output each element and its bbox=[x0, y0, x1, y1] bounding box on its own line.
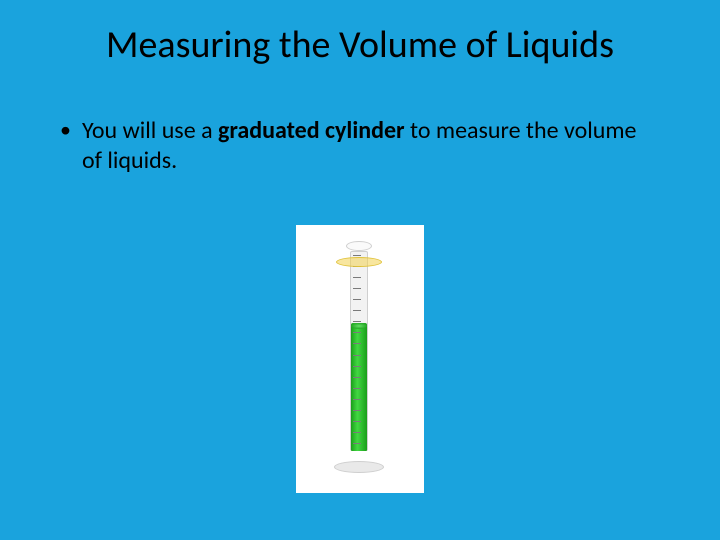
cylinder-tick bbox=[353, 332, 361, 333]
bullet-text-pre: You will use a bbox=[82, 116, 218, 145]
cylinder-tick bbox=[353, 277, 361, 278]
cylinder-tick bbox=[353, 355, 361, 356]
cylinder-base bbox=[334, 461, 384, 473]
bullet-item: • You will use a graduated cylinder to m… bbox=[60, 116, 660, 176]
cylinder-tick bbox=[353, 366, 361, 367]
slide-title: Measuring the Volume of Liquids bbox=[0, 0, 720, 68]
cylinder-tick bbox=[353, 377, 361, 378]
bullet-text-bold: graduated cylinder bbox=[218, 116, 405, 145]
cylinder-tick bbox=[353, 432, 361, 433]
cylinder-tick bbox=[353, 421, 361, 422]
cylinder-tick bbox=[353, 255, 361, 256]
graduated-cylinder-icon bbox=[346, 235, 372, 473]
cylinder-tick bbox=[353, 310, 361, 311]
cylinder-tick bbox=[353, 299, 361, 300]
cylinder-graduations bbox=[351, 255, 367, 447]
cylinder-tick bbox=[353, 399, 361, 400]
cylinder-tick bbox=[353, 388, 361, 389]
cylinder-tick bbox=[353, 321, 361, 322]
cylinder-tick bbox=[353, 443, 361, 444]
cylinder-tick bbox=[353, 410, 361, 411]
bullet-marker: • bbox=[60, 116, 82, 144]
graduated-cylinder-image bbox=[296, 225, 424, 493]
cylinder-tick bbox=[353, 288, 361, 289]
bullet-text: You will use a graduated cylinder to mea… bbox=[82, 116, 660, 176]
bullet-list: • You will use a graduated cylinder to m… bbox=[0, 68, 720, 176]
cylinder-top-rim bbox=[346, 241, 372, 251]
cylinder-tick bbox=[353, 343, 361, 344]
cylinder-guard-ring bbox=[336, 257, 382, 267]
